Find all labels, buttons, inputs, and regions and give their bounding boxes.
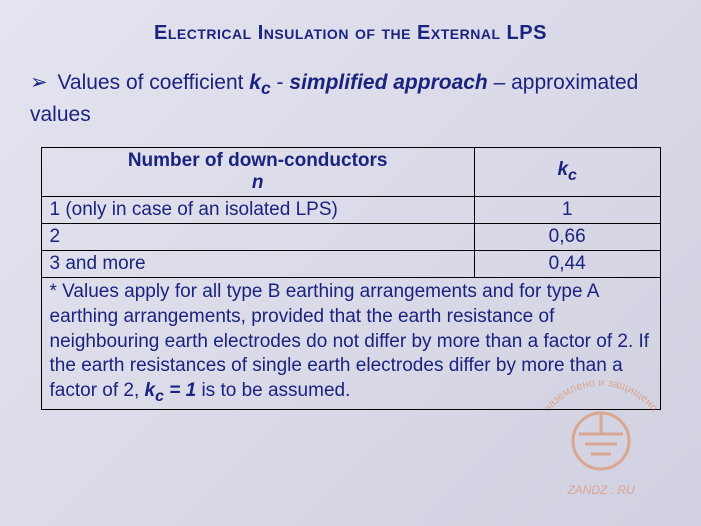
header-n: Number of down-conductors n [41, 148, 474, 197]
table-row: 3 and more 0,44 [41, 251, 660, 278]
watermark-arc-text: заземлено и защищено [542, 377, 660, 414]
bullet-line: ➢ Values of coefficient kc - simplified … [0, 45, 701, 129]
ground-icon [573, 413, 629, 469]
watermark-brand: ZANDZ . RU [566, 483, 635, 497]
header-kc: kc [474, 148, 660, 197]
table-header-row: Number of down-conductors n kc [41, 148, 660, 197]
cell-kc: 0,44 [474, 251, 660, 278]
cell-n: 2 [41, 224, 474, 251]
bullet-pre: Values of coefficient [57, 71, 249, 94]
cell-n: 3 and more [41, 251, 474, 278]
cell-kc: 0,66 [474, 224, 660, 251]
title-text: Electrical Insulation of the External LP… [154, 22, 547, 44]
cell-kc: 1 [474, 197, 660, 224]
bullet-dash2: – [488, 71, 511, 94]
table-row: 1 (only in case of an isolated LPS) 1 [41, 197, 660, 224]
bullet-arrow-icon: ➢ [30, 71, 48, 94]
bullet-dash1: - [271, 71, 290, 94]
cell-n: 1 (only in case of an isolated LPS) [41, 197, 474, 224]
slide-title: Electrical Insulation of the External LP… [0, 0, 701, 45]
bullet-kc: kc [249, 71, 270, 94]
table-row: 2 0,66 [41, 224, 660, 251]
bullet-simplified: simplified approach [289, 71, 487, 94]
watermark-logo: заземлено и защищено ZANDZ . RU [521, 366, 681, 506]
